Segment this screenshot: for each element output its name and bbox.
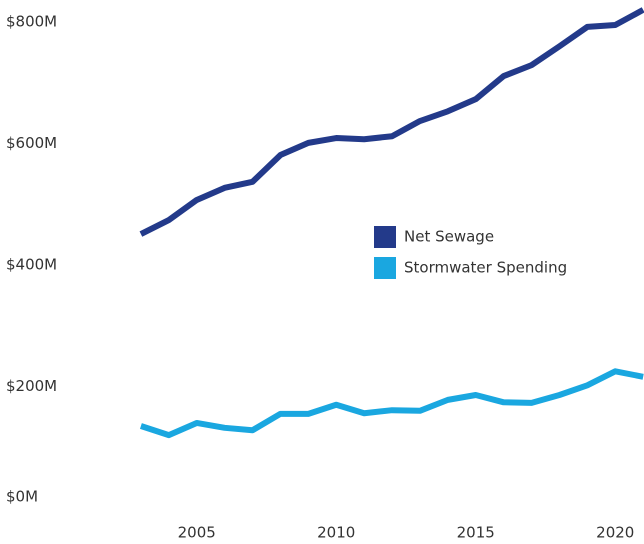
legend-label: Net Sewage — [404, 228, 494, 246]
x-tick-label: 2010 — [317, 524, 355, 542]
y-tick-label: $0M — [6, 488, 38, 506]
y-tick-label: $400M — [6, 256, 57, 274]
series-line — [139, 7, 644, 237]
y-tick-label: $200M — [6, 377, 57, 395]
legend-label: Stormwater Spending — [404, 259, 567, 277]
legend-swatch — [374, 257, 396, 279]
y-tick-label: $800M — [6, 13, 57, 31]
legend-swatch — [374, 226, 396, 248]
x-tick-label: 2005 — [178, 524, 216, 542]
x-tick-label: 2020 — [596, 524, 634, 542]
series-line — [139, 368, 644, 439]
x-tick-label: 2015 — [457, 524, 495, 542]
y-tick-label: $600M — [6, 134, 57, 152]
